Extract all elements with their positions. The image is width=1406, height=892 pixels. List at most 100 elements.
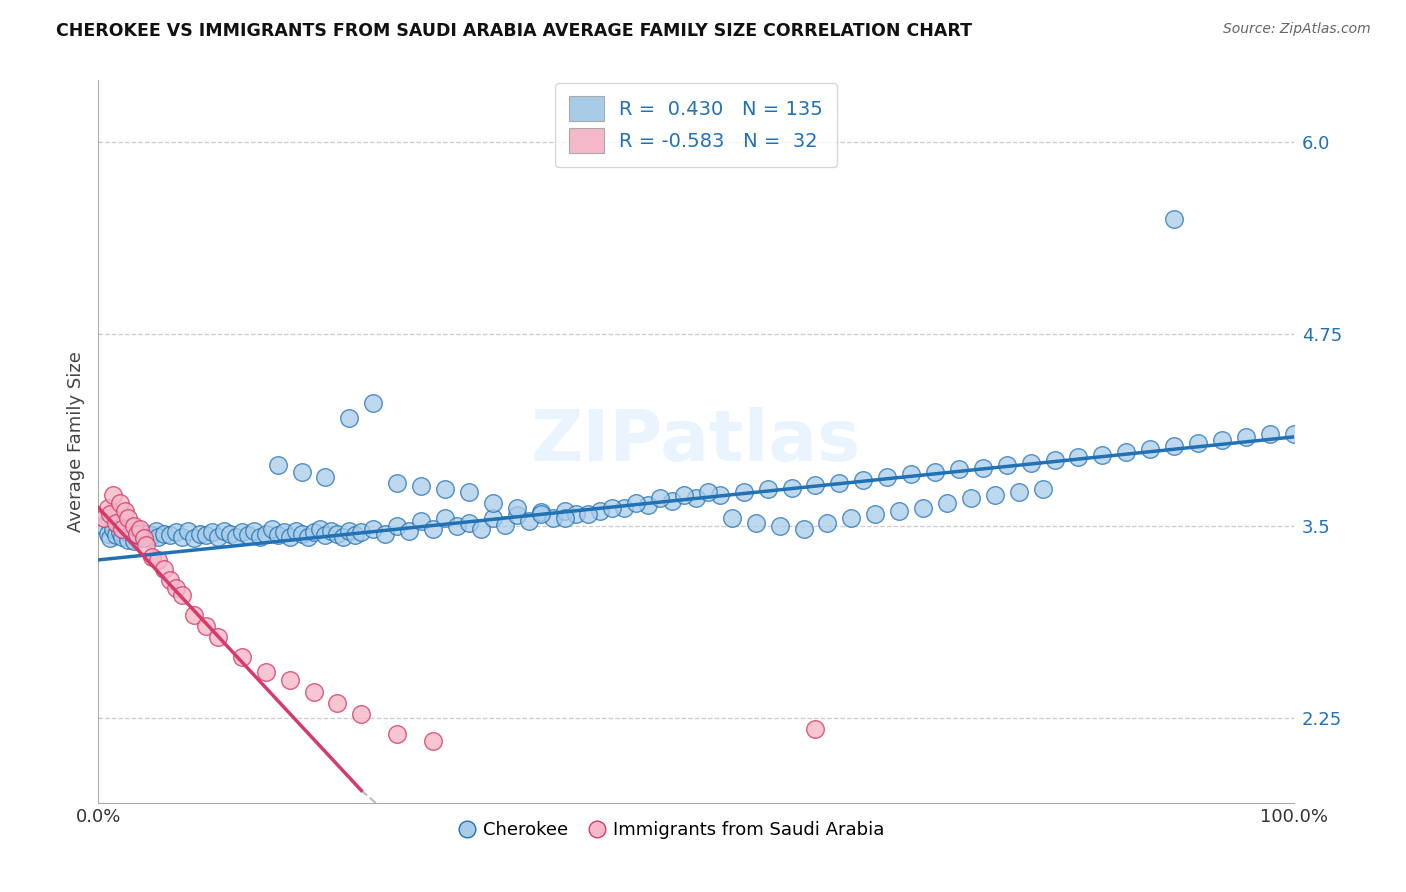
Point bbox=[554, 504, 576, 518]
Point bbox=[685, 491, 707, 506]
Point bbox=[815, 516, 838, 530]
Point bbox=[188, 526, 211, 541]
Point bbox=[506, 508, 529, 523]
Point bbox=[506, 500, 529, 515]
Point bbox=[98, 532, 122, 546]
Legend: Cherokee, Immigrants from Saudi Arabia: Cherokee, Immigrants from Saudi Arabia bbox=[450, 812, 894, 848]
Point bbox=[637, 498, 659, 512]
Point bbox=[554, 511, 576, 525]
Point bbox=[97, 526, 120, 541]
Point bbox=[344, 528, 367, 542]
Point bbox=[470, 522, 492, 536]
Point bbox=[101, 522, 124, 536]
Point bbox=[291, 526, 314, 541]
Point bbox=[124, 519, 146, 533]
Point bbox=[117, 511, 139, 525]
Point bbox=[278, 673, 301, 687]
Point bbox=[541, 511, 564, 525]
Point bbox=[297, 530, 319, 544]
Y-axis label: Average Family Size: Average Family Size bbox=[66, 351, 84, 532]
Point bbox=[434, 511, 457, 525]
Point bbox=[267, 528, 290, 542]
Point bbox=[1008, 485, 1031, 500]
Point bbox=[105, 528, 128, 542]
Point bbox=[458, 516, 481, 530]
Point bbox=[125, 526, 148, 541]
Point bbox=[1067, 450, 1090, 464]
Point bbox=[756, 482, 779, 496]
Point bbox=[1211, 433, 1233, 447]
Point bbox=[841, 511, 863, 525]
Point bbox=[236, 528, 259, 542]
Point bbox=[936, 496, 959, 510]
Point bbox=[117, 533, 139, 547]
Point bbox=[434, 482, 457, 496]
Point bbox=[578, 507, 600, 521]
Point bbox=[97, 500, 120, 515]
Point bbox=[458, 485, 481, 500]
Point bbox=[153, 562, 176, 576]
Point bbox=[1187, 436, 1209, 450]
Point bbox=[302, 525, 325, 540]
Point bbox=[411, 479, 433, 493]
Point bbox=[183, 608, 205, 623]
Point bbox=[254, 665, 277, 680]
Point bbox=[98, 507, 122, 521]
Point bbox=[132, 530, 155, 544]
Point bbox=[225, 530, 247, 544]
Point bbox=[995, 458, 1018, 472]
Text: Source: ZipAtlas.com: Source: ZipAtlas.com bbox=[1223, 22, 1371, 37]
Point bbox=[1019, 456, 1042, 470]
Point bbox=[207, 530, 229, 544]
Point bbox=[948, 462, 970, 476]
Point bbox=[1115, 445, 1137, 459]
Point bbox=[398, 524, 420, 538]
Point bbox=[733, 485, 755, 500]
Point bbox=[141, 528, 163, 542]
Point bbox=[135, 526, 157, 541]
Point bbox=[745, 516, 768, 530]
Point bbox=[260, 522, 283, 536]
Point bbox=[315, 470, 337, 484]
Point bbox=[278, 530, 301, 544]
Point bbox=[721, 511, 744, 525]
Point bbox=[481, 496, 505, 510]
Point bbox=[673, 488, 696, 502]
Point bbox=[153, 526, 176, 541]
Point bbox=[201, 525, 224, 540]
Point bbox=[1032, 482, 1054, 496]
Point bbox=[350, 525, 373, 540]
Point bbox=[93, 511, 115, 525]
Point bbox=[374, 526, 396, 541]
Point bbox=[1234, 430, 1257, 444]
Point bbox=[852, 473, 875, 487]
Point bbox=[339, 524, 361, 538]
Point bbox=[565, 507, 588, 521]
Point bbox=[111, 522, 134, 536]
Point bbox=[315, 528, 337, 542]
Point bbox=[768, 519, 790, 533]
Point bbox=[697, 485, 720, 500]
Point bbox=[1139, 442, 1161, 457]
Point bbox=[284, 524, 307, 538]
Point bbox=[960, 491, 983, 506]
Point bbox=[111, 530, 134, 544]
Text: ZIPatlas: ZIPatlas bbox=[531, 407, 860, 476]
Point bbox=[93, 519, 115, 533]
Point bbox=[138, 532, 160, 546]
Point bbox=[804, 722, 827, 736]
Point bbox=[422, 734, 444, 748]
Point bbox=[363, 396, 385, 410]
Point bbox=[165, 525, 187, 540]
Point bbox=[332, 530, 354, 544]
Point bbox=[363, 522, 385, 536]
Text: CHEROKEE VS IMMIGRANTS FROM SAUDI ARABIA AVERAGE FAMILY SIZE CORRELATION CHART: CHEROKEE VS IMMIGRANTS FROM SAUDI ARABIA… bbox=[56, 22, 972, 40]
Point bbox=[1043, 453, 1066, 467]
Point bbox=[243, 524, 266, 538]
Point bbox=[129, 525, 152, 540]
Point bbox=[494, 517, 516, 532]
Point bbox=[865, 507, 887, 521]
Point bbox=[273, 525, 295, 540]
Point bbox=[876, 470, 898, 484]
Point bbox=[231, 649, 253, 664]
